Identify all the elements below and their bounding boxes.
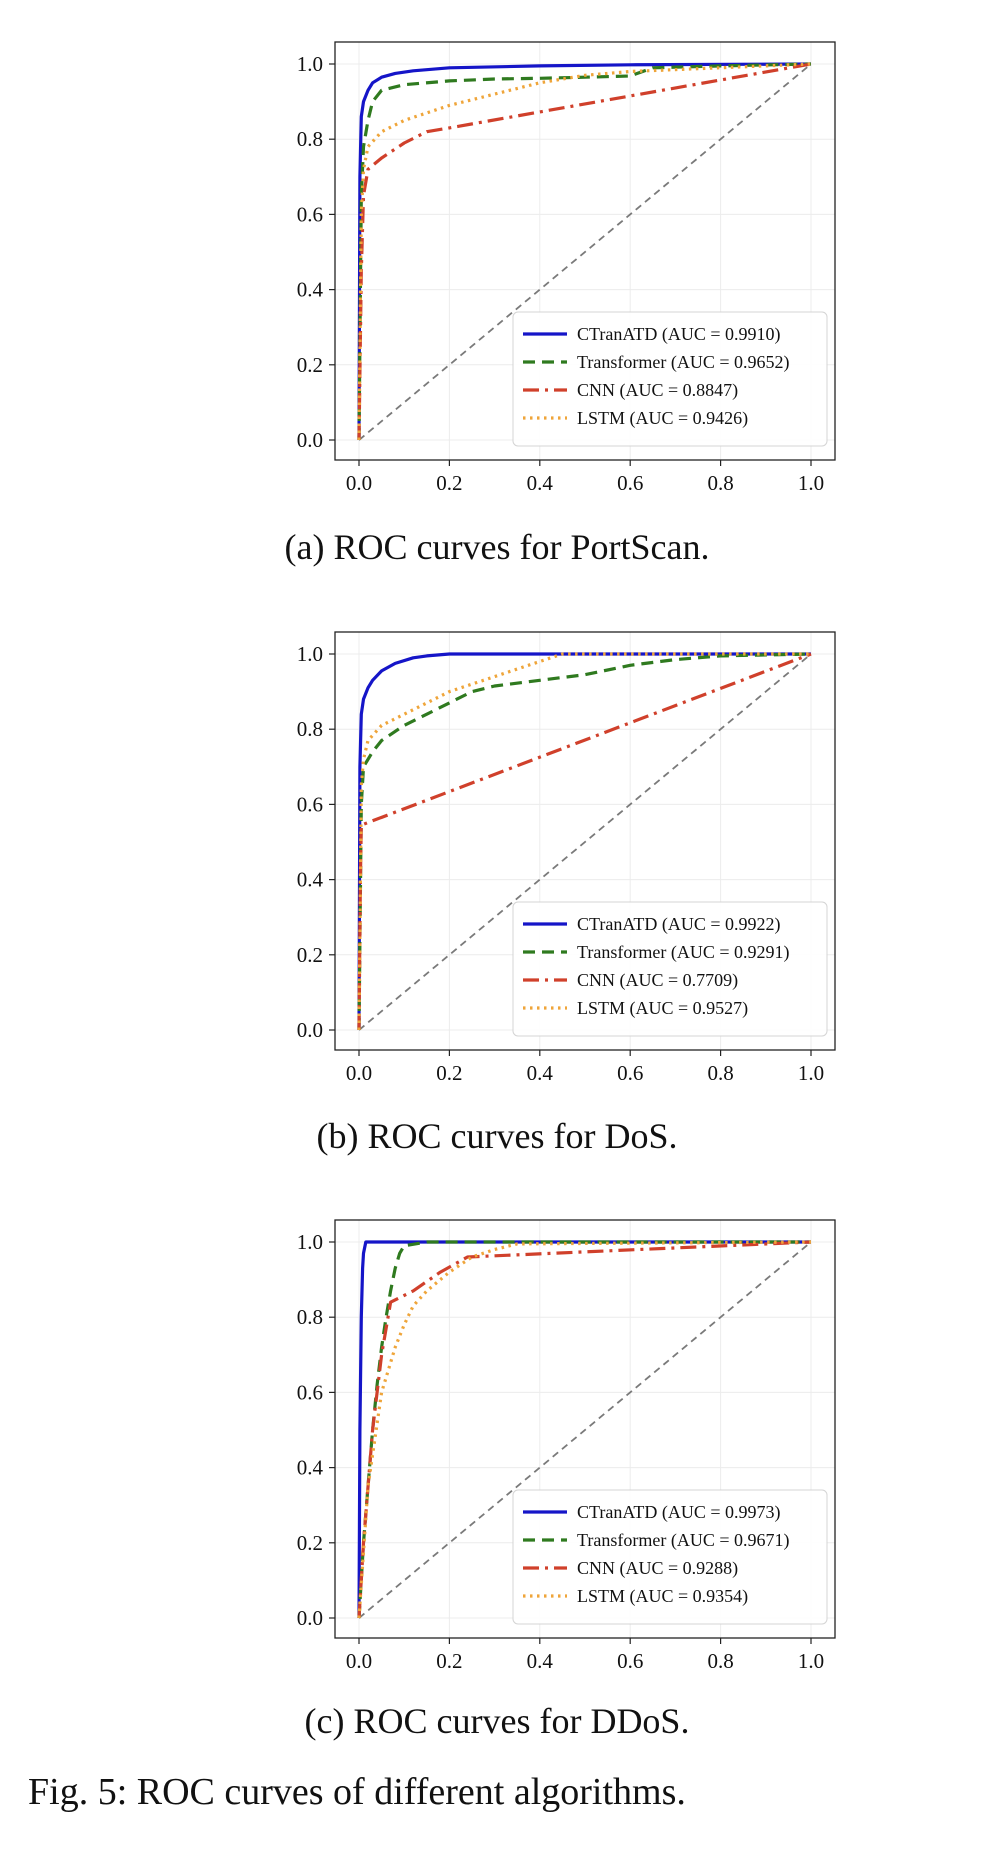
x-tick-label: 0.8: [707, 1649, 733, 1673]
y-tick-label: 0.6: [297, 792, 323, 816]
legend-box: [512, 311, 828, 447]
legend-box: [512, 901, 828, 1037]
roc-chart-ddos: 0.0 0.2 0.4 0.6 0.8 1.0 0.0 0.2 0.4 0.6 0.8 1.0 CTra…: [297, 1219, 836, 1673]
legend-label-lstm: LSTM (AUC = 0.9527): [577, 998, 748, 1019]
roc-curve-cnn: [357, 1240, 812, 1619]
roc-chart-dos: 0.0 0.2 0.4 0.6 0.8 1.0 0.0 0.2 0.4 0.6 0.8 1.0 CTra…: [297, 631, 836, 1085]
legend-label-transformer: Transformer (AUC = 0.9291): [577, 942, 789, 963]
legend-label-lstm: LSTM (AUC = 0.9426): [577, 408, 748, 429]
legend-label-cnn: CNN (AUC = 0.9288): [577, 1558, 738, 1579]
y-tick-label: 1.0: [297, 1230, 323, 1254]
y-tick-label: 0.8: [297, 717, 323, 741]
legend-box: [512, 1489, 828, 1625]
x-tick-label: 0.4: [527, 1061, 554, 1085]
x-tick-label: 0.2: [436, 471, 462, 495]
roc-curve-lstm: [357, 652, 811, 1031]
y-tick-label: 0.2: [297, 353, 323, 377]
y-tick-label: 0.4: [297, 1456, 324, 1480]
x-tick-label: 0.8: [707, 1061, 733, 1085]
chance-diagonal-line: [358, 1241, 812, 1619]
y-tick-label: 1.0: [297, 642, 323, 666]
x-tick-label: 0.8: [707, 471, 733, 495]
roc-curve-ctranatd: [357, 652, 811, 1031]
figure-caption: Fig. 5: ROC curves of different algorith…: [28, 1771, 686, 1813]
roc-curve-transformer: [357, 652, 812, 1031]
y-tick-label: 0.4: [297, 868, 324, 892]
y-tick-label: 0.0: [297, 1018, 323, 1042]
roc-chart-portscan: 0.0 0.2 0.4 0.6 0.8 1.0 0.0 0.2 0.4 0.6 0.8 1.0 CTra…: [297, 41, 836, 495]
legend-label-ctranatd: CTranATD (AUC = 0.9973): [577, 1502, 781, 1523]
roc-curve-ctranatd: [357, 1240, 811, 1619]
roc-curve-transformer: [357, 62, 812, 441]
x-tick-label: 0.0: [346, 1649, 372, 1673]
legend: CTranATD (AUC = 0.9922) Transformer (AUC …: [512, 901, 828, 1037]
legend-label-cnn: CNN (AUC = 0.8847): [577, 380, 738, 401]
subcaption-dos: (b) ROC curves for DoS.: [316, 1116, 678, 1156]
x-tick-label: 0.4: [527, 471, 554, 495]
legend: CTranATD (AUC = 0.9973) Transformer (AUC …: [512, 1489, 828, 1625]
legend-label-transformer: Transformer (AUC = 0.9671): [577, 1530, 789, 1551]
x-tick-label: 0.6: [617, 1649, 643, 1673]
y-tick-label: 0.6: [297, 202, 323, 226]
legend-label-ctranatd: CTranATD (AUC = 0.9922): [577, 914, 781, 935]
x-tick-label: 0.0: [346, 471, 372, 495]
x-tick-label: 1.0: [798, 471, 824, 495]
grid: [335, 42, 835, 460]
y-tick-label: 0.2: [297, 943, 323, 967]
legend-label-lstm: LSTM (AUC = 0.9354): [577, 1586, 748, 1607]
axes-frame: [334, 41, 836, 461]
axes-frame: [334, 631, 836, 1051]
roc-curve-cnn: [357, 652, 812, 1031]
roc-curve-lstm: [357, 62, 812, 441]
axes-frame: [334, 1219, 836, 1639]
subcaption-ddos: (c) ROC curves for DDoS.: [304, 1701, 690, 1741]
y-tick-label: 0.0: [297, 1606, 323, 1630]
chance-diagonal-line: [358, 63, 812, 441]
y-tick-label: 1.0: [297, 52, 323, 76]
subcaption-portscan: (a) ROC curves for PortScan.: [284, 527, 710, 567]
legend: CTranATD (AUC = 0.9910) Transformer (AUC …: [512, 311, 828, 447]
y-tick-label: 0.8: [297, 127, 323, 151]
y-tick-label: 0.0: [297, 428, 323, 452]
x-tick-label: 0.0: [346, 1061, 372, 1085]
chance-diagonal-line: [358, 653, 812, 1031]
y-tick-label: 0.8: [297, 1305, 323, 1329]
legend-label-ctranatd: CTranATD (AUC = 0.9910): [577, 324, 781, 345]
y-tick-label: 0.6: [297, 1380, 323, 1404]
x-tick-label: 0.6: [617, 471, 643, 495]
legend-label-cnn: CNN (AUC = 0.7709): [577, 970, 738, 991]
x-tick-label: 0.2: [436, 1649, 462, 1673]
y-tick-label: 0.4: [297, 278, 324, 302]
x-tick-label: 0.6: [617, 1061, 643, 1085]
roc-curve-lstm: [357, 1240, 812, 1619]
x-tick-label: 1.0: [798, 1649, 824, 1673]
legend-label-transformer: Transformer (AUC = 0.9652): [577, 352, 789, 373]
x-tick-label: 1.0: [798, 1061, 824, 1085]
y-tick-label: 0.2: [297, 1531, 323, 1555]
roc-curve-ctranatd: [357, 62, 812, 441]
x-tick-label: 0.4: [527, 1649, 554, 1673]
roc-curve-cnn: [357, 62, 812, 441]
x-tick-label: 0.2: [436, 1061, 462, 1085]
